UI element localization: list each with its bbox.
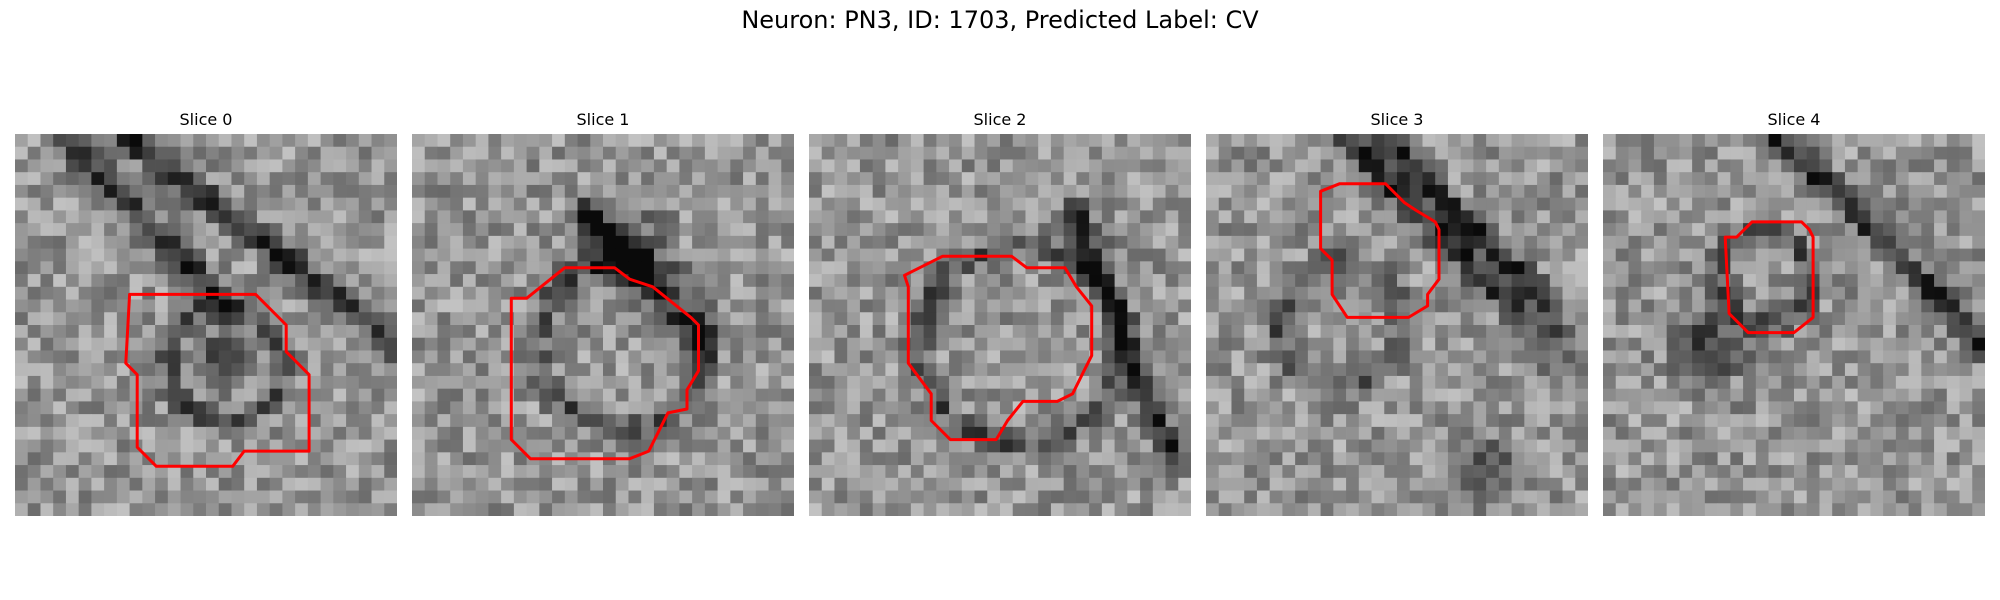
slice-title-3: Slice 3 <box>1370 110 1424 129</box>
slice-image-2 <box>809 134 1191 516</box>
figure-title: Neuron: PN3, ID: 1703, Predicted Label: … <box>741 6 1259 34</box>
segmentation-contour-1 <box>509 266 700 461</box>
slice-title-4: Slice 4 <box>1767 110 1821 129</box>
slice-title-1: Slice 1 <box>576 110 630 129</box>
slice-panel-0: Slice 0 <box>15 108 397 516</box>
slice-image-3 <box>1206 134 1588 516</box>
segmentation-contour-3 <box>1319 182 1441 319</box>
slice-title-2: Slice 2 <box>973 110 1027 129</box>
slice-panel-1: Slice 1 <box>412 108 794 516</box>
slice-image-1 <box>412 134 794 516</box>
slice-title-0: Slice 0 <box>179 110 233 129</box>
slice-panel-4: Slice 4 <box>1603 108 1985 516</box>
slice-image-0 <box>15 134 397 516</box>
segmentation-contour-2 <box>903 254 1094 442</box>
slice-panel-3: Slice 3 <box>1206 108 1588 516</box>
segmentation-contour-4 <box>1723 220 1815 335</box>
slice-image-4 <box>1603 134 1985 516</box>
slice-panel-2: Slice 2 <box>809 108 1191 516</box>
segmentation-contour-0 <box>124 292 311 468</box>
